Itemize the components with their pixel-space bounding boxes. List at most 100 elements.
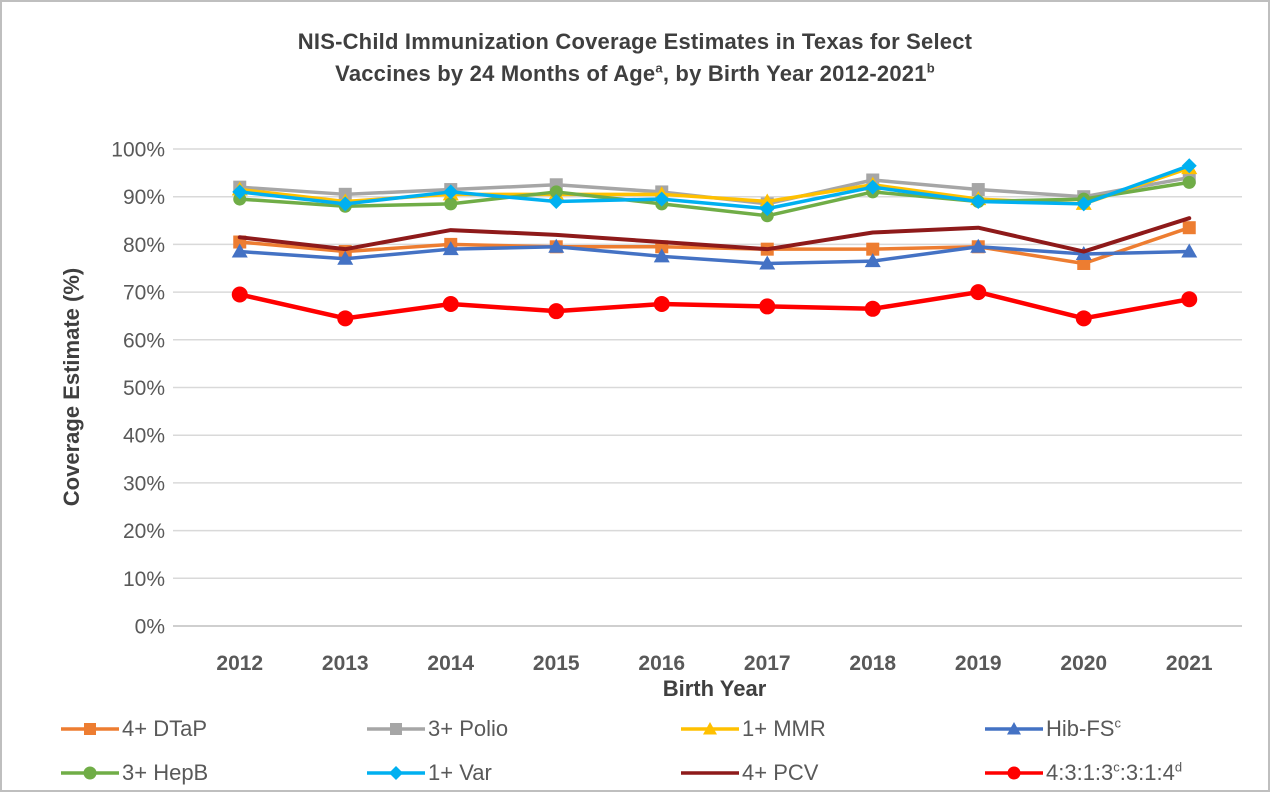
legend-marker-shape <box>703 722 717 735</box>
legend-item: 1+ Var <box>366 758 492 788</box>
legend-item: 4:3:1:3c:3:1:4d <box>984 758 1182 788</box>
y-axis-tick-label: 70% <box>123 282 165 305</box>
chart-title-line2-text: Vaccines by 24 Months of Age <box>335 61 656 86</box>
series-square-marker-icon <box>367 723 425 735</box>
line-marker-icon <box>681 771 739 775</box>
series-data-point <box>549 185 563 199</box>
series-line <box>238 225 1191 266</box>
series-data-point <box>759 201 775 217</box>
x-axis-tick-label: 2014 <box>427 652 474 675</box>
series-data-point <box>231 243 248 258</box>
legend-superscript: c <box>1114 715 1121 731</box>
series-square-marker-icon <box>61 723 119 735</box>
series-data-point <box>443 184 459 200</box>
y-axis-tick-label: 20% <box>123 520 165 543</box>
legend-label: 3+ HepB <box>122 760 209 785</box>
series-data-point <box>1076 196 1092 212</box>
title-superscript-a: a <box>655 60 663 76</box>
series-data-point <box>1181 291 1198 308</box>
x-axis-tick-label: 2013 <box>322 652 369 675</box>
series-data-point <box>442 241 459 256</box>
series-data-point <box>864 300 881 317</box>
y-axis-tick-label: 0% <box>135 616 165 639</box>
series-circle-marker-icon <box>985 766 1043 780</box>
series-data-point <box>231 286 248 303</box>
chart-plot-area: 100% 90% 80% 70% 60% 50% 40% 30% 20% 10% 0% 2012 201… <box>111 139 1242 675</box>
legend-item: 4+ DTaP <box>60 714 207 744</box>
legend-marker-shape <box>83 766 97 780</box>
chart-title-line2-text2: , by Birth Year 2012-2021 <box>662 61 927 86</box>
legend-label: 4+ DTaP <box>122 716 207 741</box>
y-axis-tick-label: 10% <box>123 568 165 591</box>
x-axis-title: Birth Year <box>662 676 767 701</box>
x-axis-tick-label: 2016 <box>638 652 685 675</box>
y-axis-tick-label: 80% <box>123 234 165 257</box>
series-data-point <box>548 193 564 209</box>
legend-item: 4+ PCV <box>680 758 818 788</box>
title-superscript-b: b <box>926 60 935 76</box>
series-data-point <box>653 248 670 263</box>
series-data-point <box>337 250 354 265</box>
series-line <box>237 289 1192 321</box>
legend-label: Hib-FSc <box>1046 715 1121 741</box>
series-data-point <box>442 296 459 313</box>
series-data-point <box>759 255 776 270</box>
chart-title-line2: Vaccines by 24 Months of Agea, by Birth … <box>2 58 1268 90</box>
series-data-point <box>337 310 354 327</box>
series-data-point <box>971 183 985 197</box>
chart-title-line1: NIS-Child Immunization Coverage Estimate… <box>297 29 973 54</box>
series-data-point <box>548 303 565 320</box>
legend-label: 3+ Polio <box>428 716 509 741</box>
legend-marker-shape <box>1007 766 1021 780</box>
legend-label: 1+ Var <box>428 760 492 785</box>
legend-marker-shape <box>1007 722 1021 735</box>
legend-label: 4+ PCV <box>742 760 819 785</box>
series-data-point <box>970 238 987 253</box>
series-line <box>238 180 1191 218</box>
series-data-point <box>548 238 565 253</box>
y-axis-tick-label: 40% <box>123 425 165 448</box>
series-data-point <box>759 193 776 208</box>
legend-label: 4:3:1:3c:3:1:4d <box>1046 759 1183 785</box>
series-data-point <box>1181 158 1197 174</box>
series-data-point <box>1182 221 1196 235</box>
chart-title: NIS-Child Immunization Coverage Estimate… <box>2 26 1268 90</box>
series-data-point <box>865 179 881 195</box>
legend-superscript: d <box>1174 759 1183 775</box>
series-line <box>238 163 1191 211</box>
legend-label: 1+ MMR <box>742 716 826 741</box>
series-triangle-marker-icon <box>985 722 1043 735</box>
series-data-point <box>970 284 987 301</box>
series-triangle-marker-icon <box>681 722 739 735</box>
x-axis-tick-label: 2020 <box>1060 652 1107 675</box>
series-data-point <box>1075 310 1092 327</box>
legend-marker-shape <box>390 723 402 735</box>
legend-marker-shape <box>84 723 96 735</box>
series-data-point <box>1077 256 1091 270</box>
x-axis-tick-label: 2012 <box>216 652 263 675</box>
y-axis-tick-label: 50% <box>123 377 165 400</box>
y-axis-tick-label: 30% <box>123 472 165 495</box>
series-data-point <box>866 242 880 256</box>
series-data-point <box>970 193 986 209</box>
x-axis-tick-label: 2021 <box>1166 652 1213 675</box>
legend-item: 3+ Polio <box>366 714 508 744</box>
legend-item: 3+ HepB <box>60 758 208 788</box>
series-data-point <box>654 191 670 207</box>
x-axis-tick-label: 2017 <box>744 652 791 675</box>
series-circle-marker-icon <box>61 766 119 780</box>
legend-marker-shape <box>389 766 403 780</box>
series-data-point <box>864 253 881 268</box>
y-axis-tick-label: 60% <box>123 329 165 352</box>
series-line <box>238 245 1191 266</box>
x-axis-tick-label: 2019 <box>955 652 1002 675</box>
series-data-point <box>1181 243 1198 258</box>
series-data-point <box>653 296 670 313</box>
y-axis-tick-label: 100% <box>111 139 165 162</box>
y-axis-tick-label: 90% <box>123 186 165 209</box>
x-axis-tick-label: 2018 <box>849 652 896 675</box>
legend-item: 1+ MMR <box>680 714 826 744</box>
series-data-point <box>759 298 776 315</box>
series-diamond-marker-icon <box>367 766 425 780</box>
